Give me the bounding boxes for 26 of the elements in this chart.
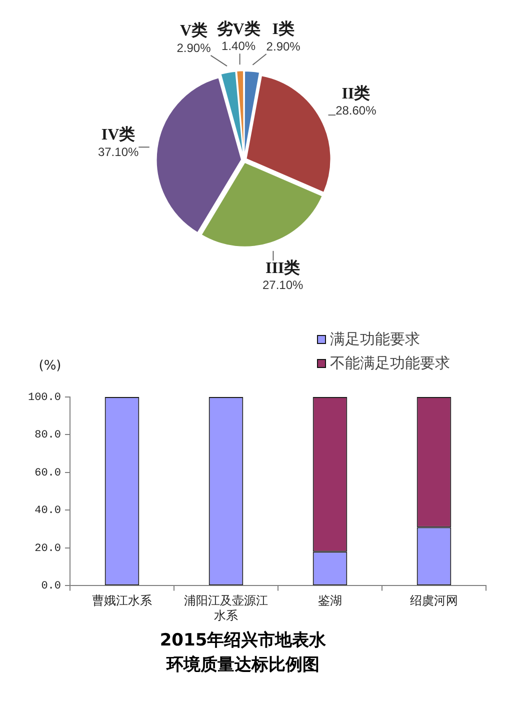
data-label: 27.10% [262,278,304,292]
x-tick-label: 浦阳江及壶源江水系 [184,593,268,622]
x-tick-label: 曹娥江水系 [92,593,152,608]
legend-label: 不能满足功能要求 [330,353,450,374]
slice-label: 劣V类 [216,20,260,38]
y-tick-label: 100.0 [28,392,61,404]
data-label: 28.60% [336,104,377,118]
slice-label: IV类 [101,126,136,144]
y-tick-label: 40.0 [34,505,61,518]
legend-label: 满足功能要求 [330,329,420,350]
data-label: 2.90% [266,39,301,54]
text: 2015年绍兴市地表水环境质量达标比例图 [160,630,328,676]
slice-label: V类 [180,22,208,40]
y-tick-label: 80.0 [34,430,61,442]
x-tick-label: 绍虞河网 [410,593,458,608]
slice-label: II类 [342,84,370,102]
y-tick-label: 20.0 [34,542,61,555]
slice-label: I类 [272,20,294,38]
y-tick-label: 0.0 [41,580,61,593]
y-axis-title: (%) [38,358,62,374]
y-tick-label: 60.0 [34,467,61,480]
slice-label: III类 [265,258,300,277]
x-tick-label: 鉴湖 [318,593,342,608]
data-label: 2.90% [176,40,212,55]
data-label: 37.10% [98,144,139,159]
data-label: 1.40% [222,38,256,53]
